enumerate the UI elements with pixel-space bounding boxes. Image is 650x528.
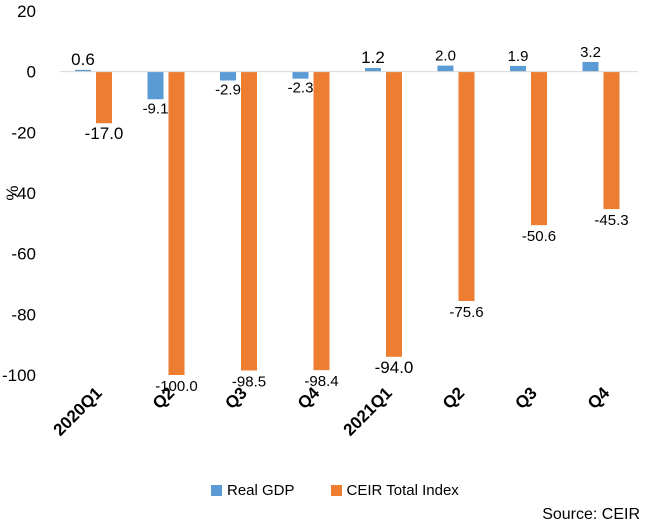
y-axis: 20 0 -20 -40 -60 -80 -100 xyxy=(2,2,36,385)
real-gdp-data-label: 3.2 xyxy=(580,44,601,61)
real-gdp-data-label: -9.1 xyxy=(143,100,169,117)
real-gdp-bar xyxy=(582,61,599,72)
real-gdp-bar xyxy=(147,71,164,100)
ceir-bar xyxy=(313,71,330,371)
x-tick-label: Q2 xyxy=(439,383,468,412)
real-gdp-data-label: -2.9 xyxy=(215,81,241,98)
real-gdp-bar xyxy=(292,71,309,79)
legend-swatch-ceir-total-index xyxy=(330,485,342,496)
ceir-bar xyxy=(96,71,112,124)
y-tick-label: -20 xyxy=(11,123,36,142)
legend-label-ceir-total-index: CEIR Total Index xyxy=(346,482,459,499)
ceir-bar xyxy=(168,71,185,376)
legend-item-real-gdp: Real GDP xyxy=(211,482,295,499)
x-tick-label: Q3 xyxy=(511,383,540,412)
real-gdp-data-label: 1.2 xyxy=(361,48,385,67)
legend-label-real-gdp: Real GDP xyxy=(227,482,295,499)
ceir-bar xyxy=(603,71,620,210)
x-tick-label: 2021Q1 xyxy=(340,383,396,439)
y-tick-label: -60 xyxy=(11,245,36,264)
y-tick-label: 20 xyxy=(17,2,36,21)
y-tick-label: -100 xyxy=(2,366,36,385)
y-tick-label: -80 xyxy=(11,305,36,324)
real-gdp-data-label: -2.3 xyxy=(288,80,314,97)
real-gdp-bar xyxy=(365,68,381,72)
real-gdp-bar xyxy=(510,65,526,72)
ceir-bar xyxy=(531,71,547,226)
ceir-data-label: -100.0 xyxy=(155,378,198,395)
ceir-data-label: -50.6 xyxy=(522,228,556,245)
real-gdp-bar xyxy=(220,71,236,81)
legend: Real GDP CEIR Total Index xyxy=(211,482,495,499)
legend-item-ceir-total-index: CEIR Total Index xyxy=(330,482,459,499)
real-gdp-data-label: 0.6 xyxy=(71,50,95,69)
y-axis-label: % xyxy=(3,185,22,200)
x-axis: 2020Q1 Q2 Q3 Q4 2021Q1 Q2 Q3 Q4 xyxy=(50,383,614,440)
ceir-bar xyxy=(386,71,402,357)
y-tick-label: -40 xyxy=(11,184,36,203)
ceir-data-label: -17.0 xyxy=(85,124,124,143)
ceir-data-label: -94.0 xyxy=(375,358,414,377)
ceir-data-label: -45.3 xyxy=(594,212,628,229)
ceir-data-label: -98.4 xyxy=(304,373,338,390)
ceir-data-label: -75.6 xyxy=(449,304,483,321)
legend-swatch-real-gdp xyxy=(211,485,222,496)
real-gdp-bar xyxy=(437,65,454,72)
ceir-bar xyxy=(241,71,257,371)
ceir-data-label: -98.5 xyxy=(232,373,266,390)
ceir-bar xyxy=(458,71,475,301)
source-note: Source: CEIR xyxy=(542,506,640,523)
y-tick-label: 0 xyxy=(27,63,36,82)
x-tick-label: 2020Q1 xyxy=(50,383,106,439)
x-tick-label: Q4 xyxy=(584,383,614,413)
plot-area: 0.6 -9.1 -2.9 -2.3 1.2 2.0 1.9 3.2 -17.0 -100.0 -9… xyxy=(60,44,638,395)
real-gdp-data-label: 1.9 xyxy=(508,48,529,65)
real-gdp-bar xyxy=(75,69,91,72)
real-gdp-data-label: 2.0 xyxy=(435,48,456,65)
